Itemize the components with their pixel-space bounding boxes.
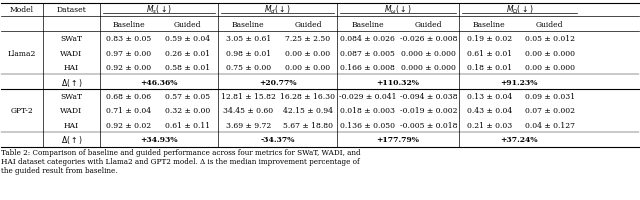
- Text: Guided: Guided: [174, 21, 202, 28]
- Text: 0.166 ± 0.008: 0.166 ± 0.008: [340, 64, 396, 72]
- Text: 16.28 ± 16.30: 16.28 ± 16.30: [280, 93, 335, 100]
- Text: 3.05 ± 0.61: 3.05 ± 0.61: [226, 35, 271, 43]
- Text: Baseline: Baseline: [113, 21, 145, 28]
- Text: -0.019 ± 0.002: -0.019 ± 0.002: [400, 107, 458, 115]
- Text: +177.79%: +177.79%: [376, 136, 420, 144]
- Text: +37.24%: +37.24%: [500, 136, 538, 144]
- Text: -0.094 ± 0.038: -0.094 ± 0.038: [400, 93, 458, 100]
- Text: +34.93%: +34.93%: [140, 136, 178, 144]
- Text: Baseline: Baseline: [232, 21, 264, 28]
- Text: 0.92 ± 0.02: 0.92 ± 0.02: [106, 121, 152, 129]
- Text: 0.71 ± 0.04: 0.71 ± 0.04: [106, 107, 152, 115]
- Text: WADI: WADI: [60, 107, 83, 115]
- Text: +46.36%: +46.36%: [140, 78, 178, 86]
- Text: $M_d(\downarrow)$: $M_d(\downarrow)$: [264, 4, 291, 16]
- Text: 0.98 ± 0.01: 0.98 ± 0.01: [226, 49, 271, 57]
- Text: 0.26 ± 0.01: 0.26 ± 0.01: [165, 49, 211, 57]
- Text: Guided: Guided: [536, 21, 563, 28]
- Text: 5.67 ± 18.80: 5.67 ± 18.80: [283, 121, 333, 129]
- Text: 0.136 ± 0.050: 0.136 ± 0.050: [340, 121, 396, 129]
- Text: Baseline: Baseline: [351, 21, 384, 28]
- Text: 0.00 ± 0.000: 0.00 ± 0.000: [525, 64, 575, 72]
- Text: +20.77%: +20.77%: [259, 78, 296, 86]
- Text: $\Delta(\uparrow)$: $\Delta(\uparrow)$: [61, 76, 83, 88]
- Text: Dataset: Dataset: [56, 6, 86, 14]
- Text: 0.32 ± 0.00: 0.32 ± 0.00: [165, 107, 211, 115]
- Text: 0.07 ± 0.002: 0.07 ± 0.002: [525, 107, 575, 115]
- Text: 0.00 ± 0.00: 0.00 ± 0.00: [285, 49, 330, 57]
- Text: 0.18 ± 0.01: 0.18 ± 0.01: [467, 64, 512, 72]
- Text: 0.13 ± 0.04: 0.13 ± 0.04: [467, 93, 512, 100]
- Text: 0.58 ± 0.01: 0.58 ± 0.01: [165, 64, 211, 72]
- Text: 0.83 ± 0.05: 0.83 ± 0.05: [106, 35, 152, 43]
- Text: 0.018 ± 0.003: 0.018 ± 0.003: [340, 107, 396, 115]
- Text: 0.61 ± 0.01: 0.61 ± 0.01: [467, 49, 512, 57]
- Text: 0.68 ± 0.06: 0.68 ± 0.06: [106, 93, 152, 100]
- Text: 0.00 ± 0.000: 0.00 ± 0.000: [525, 49, 575, 57]
- Text: 0.09 ± 0.031: 0.09 ± 0.031: [525, 93, 575, 100]
- Text: -0.026 ± 0.008: -0.026 ± 0.008: [400, 35, 458, 43]
- Text: 0.57 ± 0.05: 0.57 ± 0.05: [165, 93, 211, 100]
- Text: 7.25 ± 2.50: 7.25 ± 2.50: [285, 35, 330, 43]
- Text: Guided: Guided: [294, 21, 322, 28]
- Text: 3.69 ± 9.72: 3.69 ± 9.72: [226, 121, 271, 129]
- Text: $M_\omega(\downarrow)$: $M_\omega(\downarrow)$: [384, 4, 412, 16]
- Text: $M_s(\downarrow)$: $M_s(\downarrow)$: [146, 4, 172, 16]
- Text: 0.61 ± 0.11: 0.61 ± 0.11: [165, 121, 211, 129]
- Text: HAI: HAI: [64, 64, 79, 72]
- Text: 0.75 ± 0.00: 0.75 ± 0.00: [226, 64, 271, 72]
- Text: 42.15 ± 0.94: 42.15 ± 0.94: [283, 107, 333, 115]
- Text: 0.000 ± 0.000: 0.000 ± 0.000: [401, 49, 456, 57]
- Text: 12.81 ± 15.82: 12.81 ± 15.82: [221, 93, 276, 100]
- Text: HAI: HAI: [64, 121, 79, 129]
- Text: Guided: Guided: [415, 21, 442, 28]
- Text: 0.04 ± 0.127: 0.04 ± 0.127: [525, 121, 575, 129]
- Text: +110.32%: +110.32%: [376, 78, 420, 86]
- Text: Table 2: Comparison of baseline and guided performance across four metrics for S: Table 2: Comparison of baseline and guid…: [1, 148, 361, 156]
- Text: Model: Model: [10, 6, 34, 14]
- Text: 0.59 ± 0.04: 0.59 ± 0.04: [165, 35, 211, 43]
- Text: WADI: WADI: [60, 49, 83, 57]
- Text: Llama2: Llama2: [8, 49, 36, 57]
- Text: HAI dataset categories with Llama2 and GPT2 model. Δ is the median improvement p: HAI dataset categories with Llama2 and G…: [1, 157, 360, 165]
- Text: 0.00 ± 0.00: 0.00 ± 0.00: [285, 64, 330, 72]
- Text: Baseline: Baseline: [473, 21, 506, 28]
- Text: $M_{\Omega}(\downarrow)$: $M_{\Omega}(\downarrow)$: [506, 4, 533, 16]
- Text: $\Delta(\uparrow)$: $\Delta(\uparrow)$: [61, 134, 83, 146]
- Text: 0.05 ± 0.012: 0.05 ± 0.012: [525, 35, 575, 43]
- Text: SWaT: SWaT: [60, 35, 83, 43]
- Text: 0.43 ± 0.04: 0.43 ± 0.04: [467, 107, 512, 115]
- Text: GPT-2: GPT-2: [11, 107, 33, 115]
- Text: 0.21 ± 0.03: 0.21 ± 0.03: [467, 121, 512, 129]
- Text: 0.19 ± 0.02: 0.19 ± 0.02: [467, 35, 512, 43]
- Text: the guided result from baseline.: the guided result from baseline.: [1, 166, 118, 174]
- Text: +91.23%: +91.23%: [500, 78, 538, 86]
- Text: 0.084 ± 0.026: 0.084 ± 0.026: [340, 35, 396, 43]
- Text: 0.92 ± 0.00: 0.92 ± 0.00: [106, 64, 152, 72]
- Text: 0.000 ± 0.000: 0.000 ± 0.000: [401, 64, 456, 72]
- Text: -0.029 ± 0.041: -0.029 ± 0.041: [339, 93, 397, 100]
- Text: -34.37%: -34.37%: [260, 136, 295, 144]
- Text: 0.087 ± 0.005: 0.087 ± 0.005: [340, 49, 396, 57]
- Text: -0.005 ± 0.018: -0.005 ± 0.018: [400, 121, 458, 129]
- Text: 0.97 ± 0.00: 0.97 ± 0.00: [106, 49, 152, 57]
- Text: SWaT: SWaT: [60, 93, 83, 100]
- Text: 34.45 ± 0.60: 34.45 ± 0.60: [223, 107, 273, 115]
